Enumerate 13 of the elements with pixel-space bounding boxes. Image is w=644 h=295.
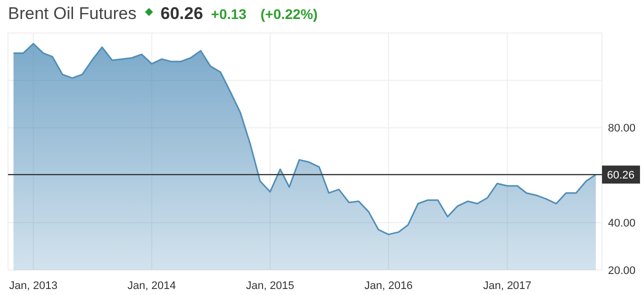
x-tick-label: Jan, 2013 bbox=[9, 280, 58, 292]
y-tick-label: 80.00 bbox=[608, 122, 636, 135]
chart-title: Brent Oil Futures bbox=[8, 4, 136, 24]
x-tick-label: Jan, 2017 bbox=[483, 280, 532, 292]
ref-line-label: 60.26 bbox=[607, 169, 635, 182]
x-tick-label: Jan, 2016 bbox=[364, 280, 413, 292]
y-tick-label: 40.00 bbox=[608, 217, 636, 230]
text: 60.26 bbox=[160, 4, 204, 24]
y-tick-label: 20.00 bbox=[608, 264, 636, 277]
x-tick-label: Jan, 2014 bbox=[128, 280, 176, 292]
text: (+0.22%) bbox=[260, 6, 318, 22]
x-tick-label: Jan, 2015 bbox=[246, 280, 294, 292]
text: +0.13 bbox=[211, 6, 246, 22]
